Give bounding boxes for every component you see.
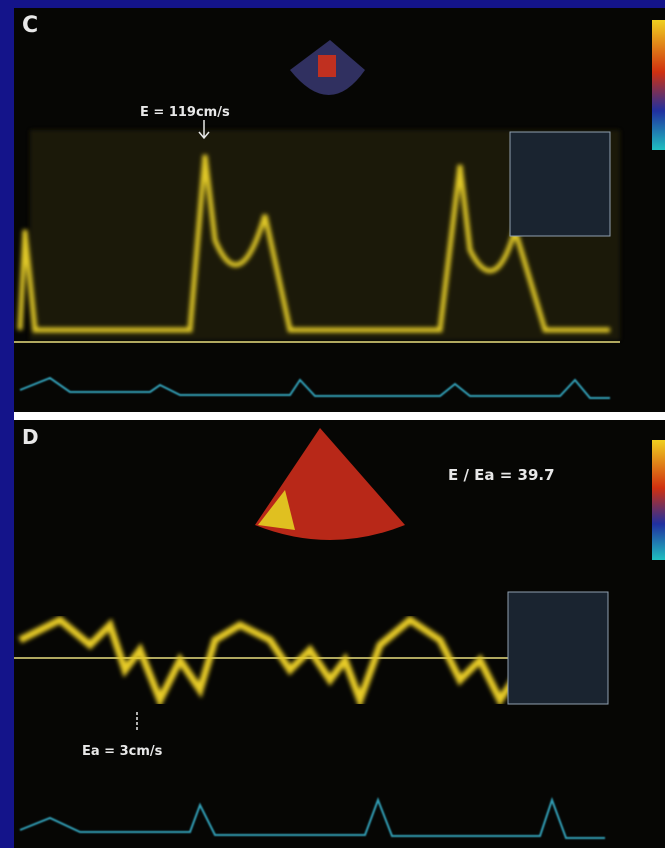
color-scale — [652, 440, 665, 560]
panel-label: D — [22, 425, 39, 449]
measurement-box — [510, 132, 610, 236]
measurement-box — [508, 592, 608, 704]
color-scale — [652, 20, 665, 150]
panel-label: C — [22, 13, 38, 38]
velocity-annotation: Ea = 3cm/s — [82, 744, 163, 759]
velocity-annotation: E = 119cm/s — [140, 105, 230, 120]
divider — [14, 412, 665, 420]
panel-d: D E / Ea = 39.7 Ea = 3cm/s — [14, 420, 665, 848]
panel-c: C E = 119cm/s — [14, 8, 665, 412]
page: C E = 119cm/s D E / Ea = 39.7 Ea = 3cm/s… — [0, 0, 665, 848]
ratio-annotation: E / Ea = 39.7 — [448, 466, 555, 484]
echo-figure: C E = 119cm/s D E / Ea = 39.7 Ea = 3cm/s — [0, 0, 665, 848]
color-flow — [318, 55, 336, 77]
